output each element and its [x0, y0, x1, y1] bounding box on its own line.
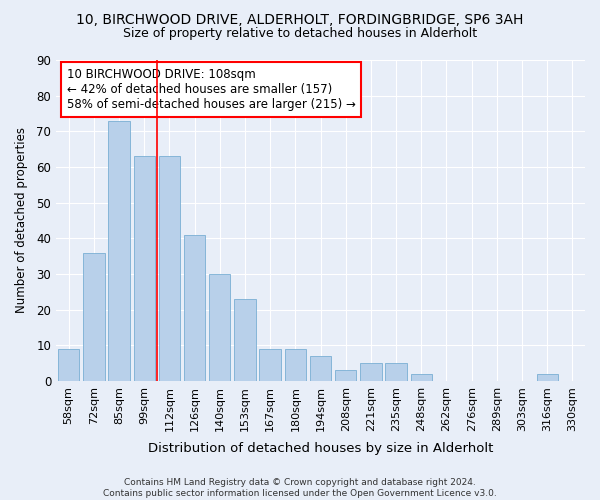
Bar — [58, 349, 79, 381]
Bar — [209, 274, 230, 381]
Bar — [109, 120, 130, 381]
Bar — [410, 374, 432, 381]
Bar — [385, 363, 407, 381]
Y-axis label: Number of detached properties: Number of detached properties — [15, 128, 28, 314]
Bar — [259, 349, 281, 381]
Text: 10 BIRCHWOOD DRIVE: 108sqm
← 42% of detached houses are smaller (157)
58% of sem: 10 BIRCHWOOD DRIVE: 108sqm ← 42% of deta… — [67, 68, 356, 111]
Text: Contains HM Land Registry data © Crown copyright and database right 2024.
Contai: Contains HM Land Registry data © Crown c… — [103, 478, 497, 498]
Bar — [360, 363, 382, 381]
Bar — [284, 349, 306, 381]
Bar — [83, 252, 104, 381]
Text: Size of property relative to detached houses in Alderholt: Size of property relative to detached ho… — [123, 28, 477, 40]
Bar — [310, 356, 331, 381]
Bar — [335, 370, 356, 381]
Bar — [134, 156, 155, 381]
Bar — [159, 156, 180, 381]
X-axis label: Distribution of detached houses by size in Alderholt: Distribution of detached houses by size … — [148, 442, 493, 455]
Bar — [536, 374, 558, 381]
Bar — [234, 299, 256, 381]
Bar — [184, 234, 205, 381]
Text: 10, BIRCHWOOD DRIVE, ALDERHOLT, FORDINGBRIDGE, SP6 3AH: 10, BIRCHWOOD DRIVE, ALDERHOLT, FORDINGB… — [76, 12, 524, 26]
